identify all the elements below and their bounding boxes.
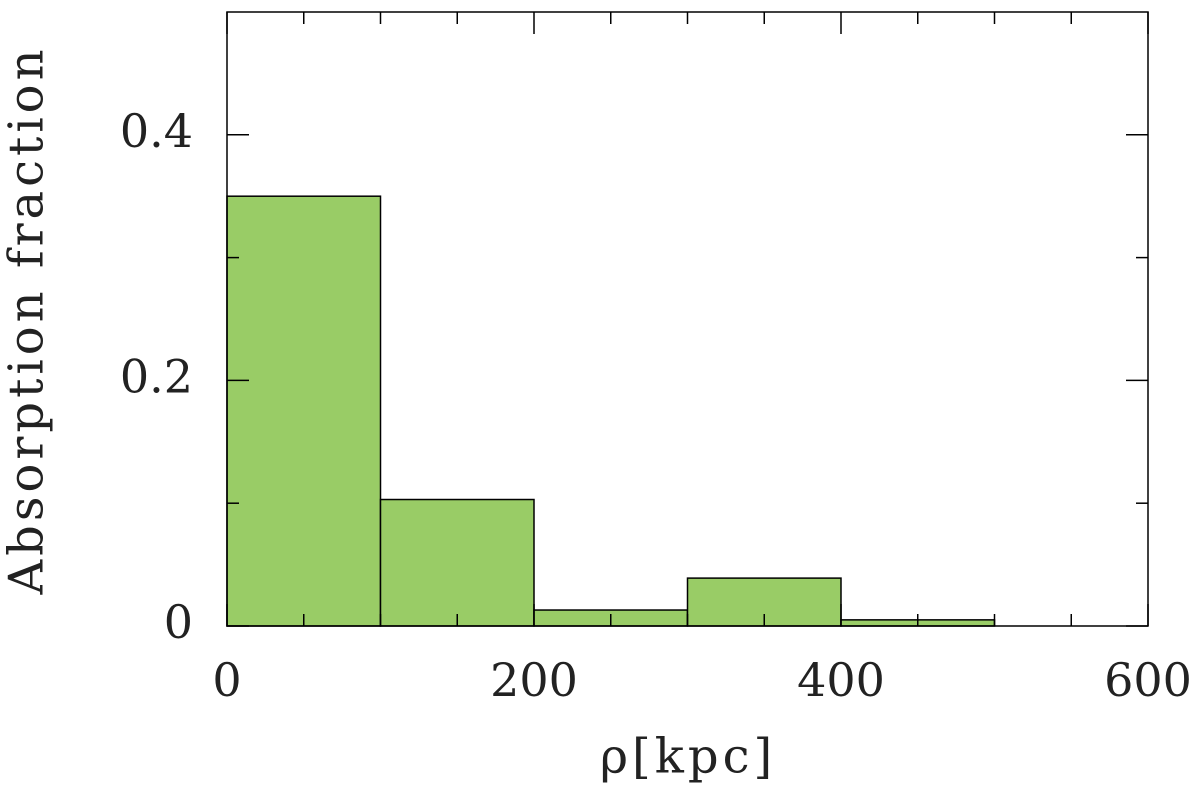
x-tick-label: 600 [1104,653,1192,707]
y-tick-label: 0.4 [120,104,193,158]
y-tick-label: 0 [164,595,193,649]
bar [379,498,535,627]
bar [226,195,382,627]
y-tick-label: 0.2 [120,349,193,403]
y-axis-label: Absorption fraction [0,46,55,596]
x-tick-label: 0 [212,653,241,707]
x-tick-label: 400 [797,653,885,707]
x-tick-label: 200 [490,653,578,707]
x-axis-label: ρ[kpc] [600,729,776,785]
